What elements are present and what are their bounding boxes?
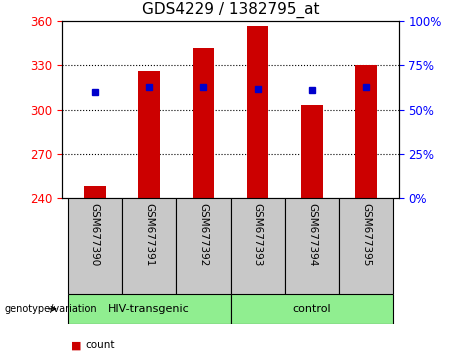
Text: HIV-transgenic: HIV-transgenic bbox=[108, 304, 190, 314]
Text: count: count bbox=[85, 340, 115, 350]
Bar bbox=[84, 187, 106, 198]
Bar bbox=[230, 294, 393, 324]
Bar bbox=[68, 198, 122, 294]
Text: GSM677395: GSM677395 bbox=[361, 203, 371, 267]
Text: GSM677394: GSM677394 bbox=[307, 203, 317, 267]
Text: GSM677393: GSM677393 bbox=[253, 203, 263, 267]
Bar bbox=[355, 65, 377, 198]
Text: ■: ■ bbox=[71, 340, 82, 350]
Text: GSM677390: GSM677390 bbox=[90, 203, 100, 266]
Bar bbox=[68, 294, 230, 324]
Title: GDS4229 / 1382795_at: GDS4229 / 1382795_at bbox=[142, 2, 319, 18]
Text: GSM677391: GSM677391 bbox=[144, 203, 154, 267]
Bar bbox=[138, 72, 160, 198]
Bar bbox=[176, 198, 230, 294]
Bar bbox=[193, 48, 214, 198]
Bar bbox=[285, 198, 339, 294]
Bar bbox=[122, 198, 176, 294]
Bar bbox=[339, 198, 393, 294]
Text: GSM677392: GSM677392 bbox=[198, 203, 208, 267]
Text: control: control bbox=[293, 304, 331, 314]
Text: genotype/variation: genotype/variation bbox=[5, 304, 97, 314]
Bar bbox=[230, 198, 285, 294]
Bar bbox=[301, 105, 323, 198]
Bar bbox=[247, 25, 268, 198]
